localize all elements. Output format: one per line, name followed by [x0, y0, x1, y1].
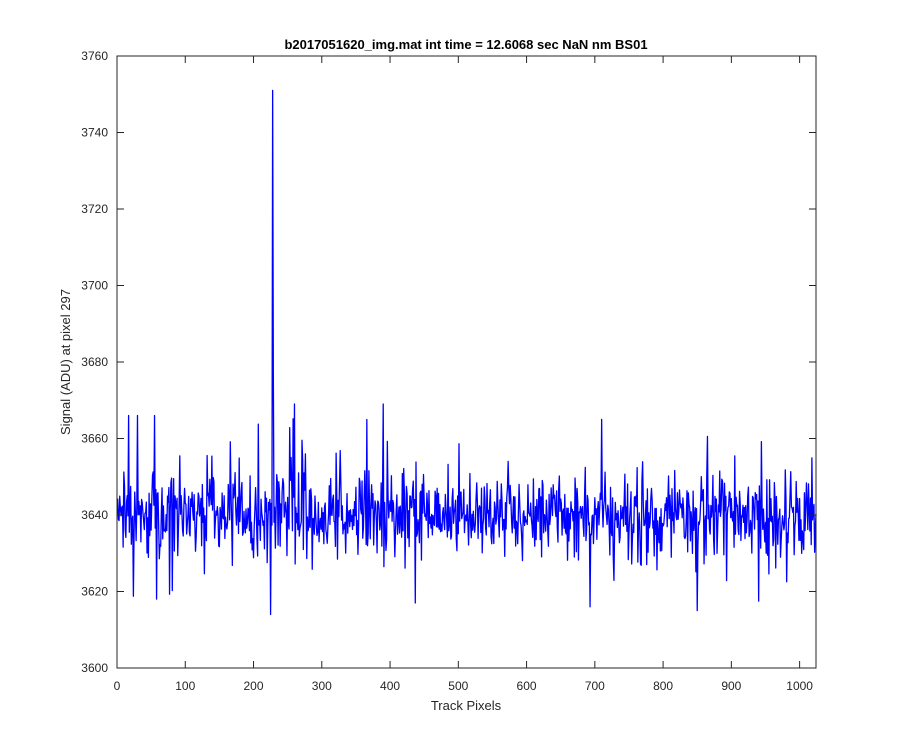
y-tick-label: 3620 — [81, 585, 108, 599]
y-tick-label: 3660 — [81, 432, 108, 446]
x-tick-label: 0 — [114, 679, 121, 693]
signal-line — [117, 89, 817, 616]
y-tick-label: 3600 — [81, 661, 108, 675]
y-axis-ticks: 3600 3620 3640 3660 3680 3700 3720 3740 3760 — [81, 49, 816, 675]
series-layer — [117, 89, 817, 616]
chart-title: b2017051620_img.mat int time = 12.6068 s… — [284, 37, 647, 52]
x-tick-label: 100 — [175, 679, 195, 693]
x-axis-label: Track Pixels — [431, 698, 502, 713]
x-tick-label: 200 — [244, 679, 264, 693]
x-tick-label: 500 — [448, 679, 468, 693]
x-tick-label: 400 — [380, 679, 400, 693]
y-tick-label: 3700 — [81, 279, 108, 293]
x-tick-label: 300 — [312, 679, 332, 693]
y-tick-label: 3740 — [81, 126, 108, 140]
x-tick-label: 900 — [721, 679, 741, 693]
x-tick-label: 600 — [517, 679, 537, 693]
y-tick-label: 3720 — [81, 202, 108, 216]
plot-background — [117, 56, 816, 668]
y-axis-label: Signal (ADU) at pixel 297 — [58, 289, 73, 435]
x-axis-ticks: 0 100 200 300 400 500 600 700 800 900 1000 — [114, 56, 813, 693]
x-tick-label: 1000 — [786, 679, 813, 693]
y-tick-label: 3680 — [81, 355, 108, 369]
x-tick-label: 800 — [653, 679, 673, 693]
y-tick-label: 3640 — [81, 508, 108, 522]
y-tick-label: 3760 — [81, 49, 108, 63]
x-tick-label: 700 — [585, 679, 605, 693]
